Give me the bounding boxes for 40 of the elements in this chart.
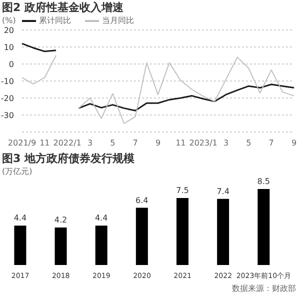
source-note: 数据来源：财政部 [231, 283, 297, 294]
x-tick-label: 7 [268, 138, 274, 148]
bar [176, 198, 188, 265]
x-tick-label: 3 [223, 138, 229, 148]
bar [217, 198, 230, 265]
data-label: 4.4 [14, 214, 27, 223]
x-tick-label: 2021/9 [8, 138, 36, 148]
data-label: 8.5 [257, 177, 270, 186]
chart-title: 图2 政府性基金收入增速 [1, 0, 124, 15]
data-label: 4.4 [94, 214, 108, 223]
x-tick-label: 2023/1 [189, 138, 218, 148]
x-tick-label: 9 [291, 138, 297, 148]
x-tick-label: 9 [155, 138, 161, 148]
x-tick-label: 7 [132, 138, 138, 148]
x-tick-label: 3 [87, 138, 93, 148]
x-tick-label: 5 [246, 138, 252, 148]
x-tick-label: 11 [176, 138, 186, 148]
x-tick-label: 11 [40, 138, 50, 148]
legend-label: 当月同比 [100, 15, 134, 26]
y-tick-label: 0 [8, 60, 14, 69]
x-tick-label: 5 [110, 138, 116, 148]
chart-title: 图3 地方政府债券发行规模 [1, 151, 136, 166]
bar [14, 226, 26, 265]
bar [258, 189, 270, 265]
bar [95, 226, 108, 265]
y-tick-label: -20 [0, 94, 14, 103]
bar [136, 208, 148, 265]
bar [54, 227, 67, 265]
data-label: 7.5 [176, 186, 189, 195]
y-axis-title: (%) [2, 16, 16, 25]
y-tick-label: 20 [4, 26, 14, 35]
y-tick-label: 10 [4, 42, 14, 52]
x-tick-label: 2022/1 [53, 138, 82, 148]
data-label: 7.4 [216, 186, 230, 196]
y-tick-label: -30 [0, 110, 14, 120]
legend-label: 累计同比 [38, 15, 71, 26]
data-label: 6.4 [136, 196, 148, 205]
y-axis-title: (万亿元) [1, 166, 34, 177]
data-label: 4.2 [54, 215, 68, 224]
y-tick-label: -10 [0, 76, 14, 86]
